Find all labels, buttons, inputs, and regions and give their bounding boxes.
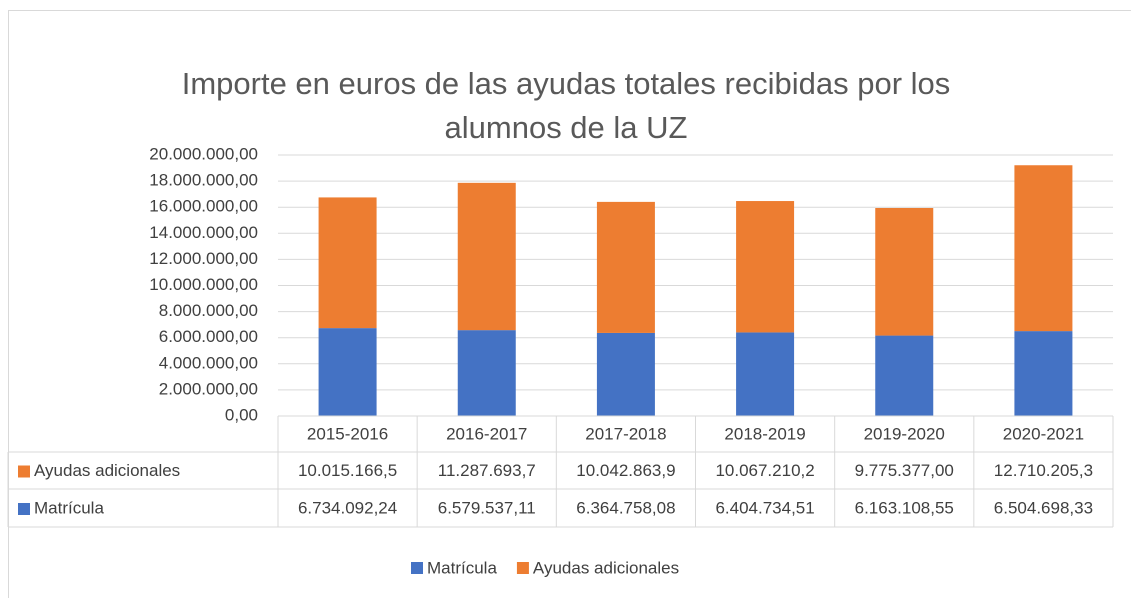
table-cell: 10.067.210,2: [715, 461, 814, 480]
y-tick-label: 10.000.000,00: [149, 275, 258, 294]
bar-segment: [457, 330, 516, 416]
legend-label: Ayudas adicionales: [533, 558, 679, 577]
y-tick-label: 14.000.000,00: [149, 223, 258, 242]
y-tick-label: 0,00: [225, 405, 258, 424]
table-cell: 10.042.863,9: [576, 461, 675, 480]
x-tick-label: 2015-2016: [307, 424, 388, 443]
x-tick-label: 2019-2020: [864, 424, 945, 443]
bar-segment: [318, 197, 377, 329]
bar-segment: [736, 201, 795, 333]
table-cell: 10.015.166,5: [298, 461, 397, 480]
bar-segment: [736, 332, 795, 416]
bar-segment: [457, 182, 516, 331]
y-tick-label: 20.000.000,00: [149, 144, 258, 163]
table-cell: 12.710.205,3: [994, 461, 1093, 480]
bar-segment: [596, 332, 655, 416]
x-tick-label: 2020-2021: [1003, 424, 1084, 443]
table-cell: 11.287.693,7: [438, 461, 536, 480]
y-tick-label: 12.000.000,00: [149, 249, 258, 268]
legend-key: [516, 562, 529, 574]
bar-segment: [1014, 331, 1073, 416]
bar-segment: [875, 335, 934, 416]
chart-title: alumnos de la UZ: [445, 110, 688, 145]
table-row-label: Matrícula: [34, 498, 104, 517]
x-tick-label: 2018-2019: [724, 424, 805, 443]
y-tick-label: 4.000.000,00: [159, 353, 258, 372]
y-tick-label: 16.000.000,00: [149, 197, 258, 216]
bar-segment: [596, 201, 655, 333]
table-legend-key: [18, 465, 30, 478]
bar-segment: [875, 208, 934, 336]
chart-title: Importe en euros de las ayudas totales r…: [182, 66, 951, 101]
bar-segment: [1014, 165, 1073, 332]
table-cell: 6.734.092,24: [298, 498, 397, 517]
legend-key: [411, 562, 423, 574]
table-cell: 6.579.537,11: [438, 498, 536, 517]
table-cell: 6.163.108,55: [855, 498, 954, 517]
y-tick-label: 8.000.000,00: [159, 301, 258, 320]
table-legend-key: [18, 503, 30, 515]
chart-frame: [8, 10, 1131, 598]
legend-label: Matrícula: [427, 558, 497, 577]
x-tick-label: 2017-2018: [585, 424, 666, 443]
table-cell: 9.775.377,00: [855, 461, 954, 480]
table-cell: 6.364.758,08: [576, 498, 675, 517]
table-cell: 6.404.734,51: [715, 498, 814, 517]
y-tick-label: 6.000.000,00: [159, 327, 258, 346]
table-cell: 6.504.698,33: [994, 498, 1093, 517]
x-tick-label: 2016-2017: [446, 424, 527, 443]
bar-segment: [318, 328, 377, 416]
y-tick-label: 18.000.000,00: [149, 171, 258, 190]
table-row-label: Ayudas adicionales: [34, 461, 180, 480]
y-tick-label: 2.000.000,00: [159, 379, 258, 398]
